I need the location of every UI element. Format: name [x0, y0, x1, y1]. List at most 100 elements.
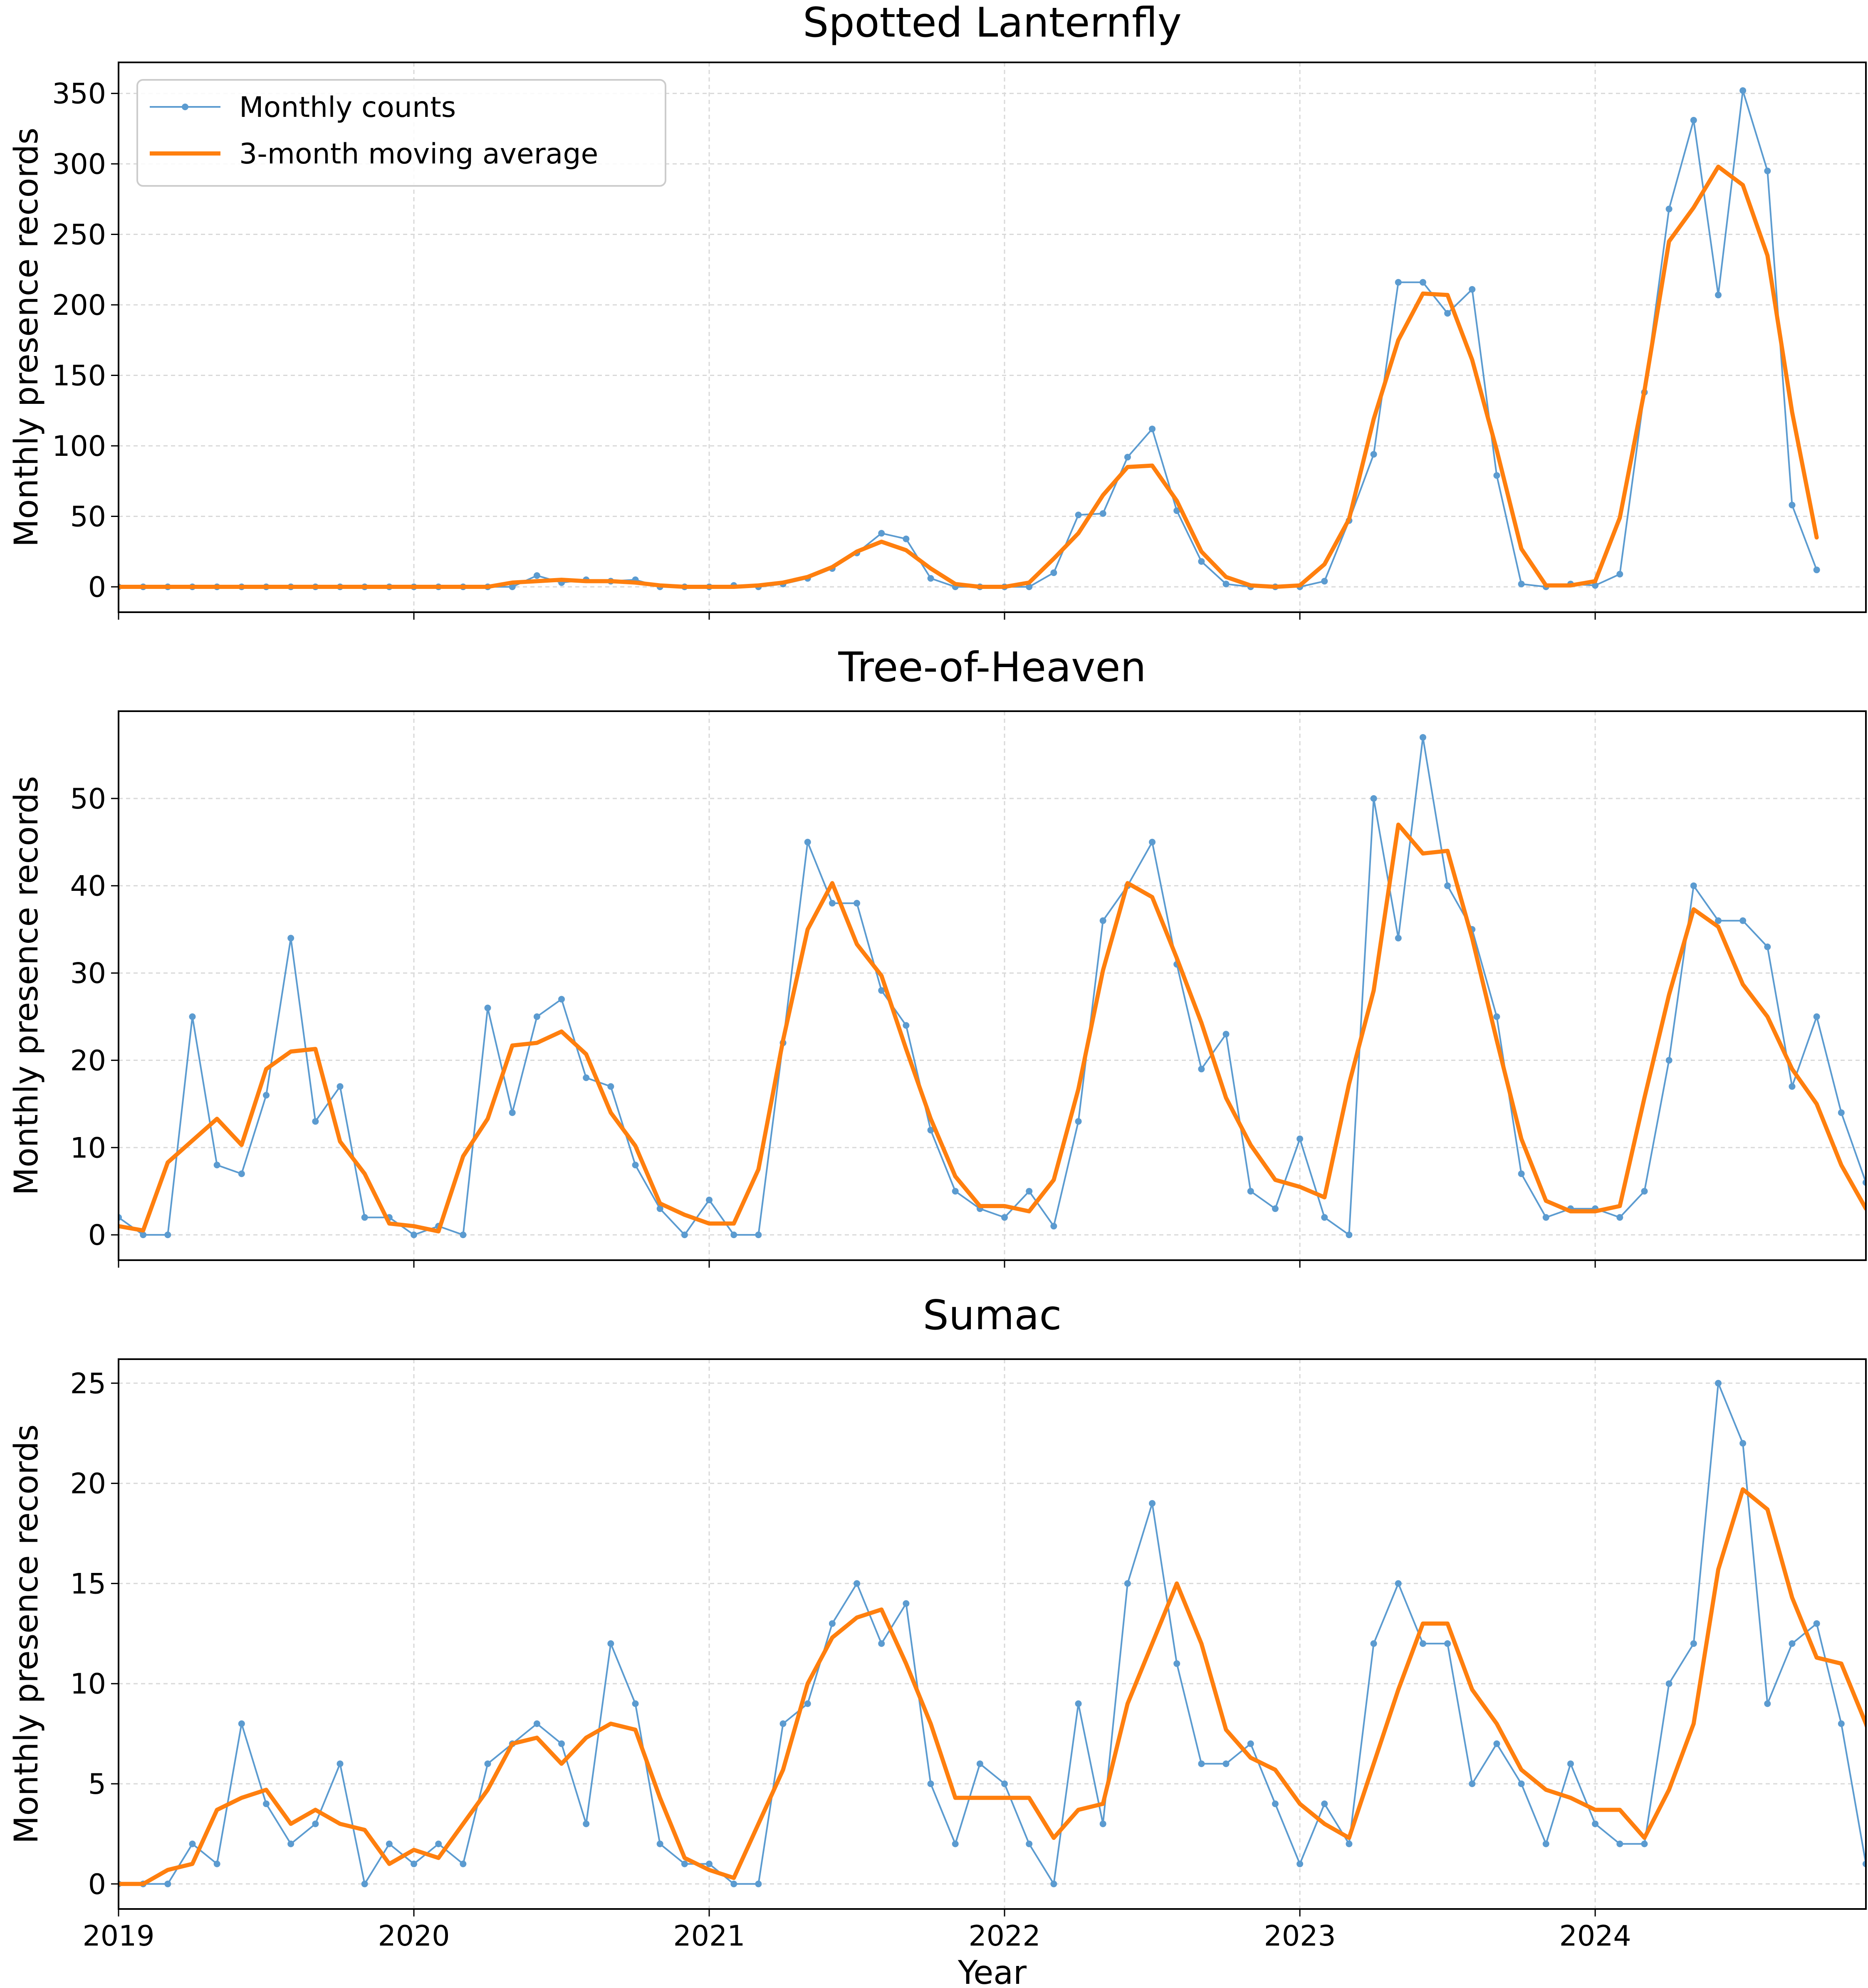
data-point-monthly-counts — [1149, 838, 1156, 846]
x-tick-label: 2021 — [673, 1920, 745, 1953]
data-point-monthly-counts — [804, 1700, 811, 1707]
data-point-monthly-counts — [656, 1205, 663, 1212]
y-tick-label: 250 — [52, 219, 106, 252]
data-point-monthly-counts — [1739, 917, 1747, 924]
legend-box — [136, 79, 666, 187]
data-point-monthly-counts — [312, 1820, 319, 1827]
data-point-monthly-counts — [1690, 1640, 1697, 1647]
y-tick-label: 15 — [70, 1568, 106, 1600]
data-point-monthly-counts — [632, 1162, 639, 1169]
data-point-monthly-counts — [730, 1231, 737, 1239]
data-point-monthly-counts — [1075, 1118, 1082, 1125]
data-point-monthly-counts — [213, 1860, 220, 1867]
y-tick-label: 100 — [52, 430, 106, 463]
data-point-monthly-counts — [1149, 1500, 1156, 1507]
plot-area — [119, 734, 1866, 1239]
plot-area — [119, 1380, 1866, 1887]
chart-title: Tree-of-Heaven — [838, 644, 1146, 691]
data-point-monthly-counts — [164, 1880, 171, 1887]
data-point-monthly-counts — [1321, 578, 1328, 585]
data-point-monthly-counts — [1665, 205, 1673, 213]
panel-tree-of-heaven: Tree-of-Heaven 0 10 20 30 40 50 Monthly presenc… — [8, 644, 1867, 1268]
y-tick-label: 10 — [70, 1132, 106, 1165]
plot-frame — [118, 710, 1867, 1261]
data-point-monthly-counts — [1198, 1066, 1205, 1073]
data-point-monthly-counts — [1026, 1840, 1033, 1847]
data-point-monthly-counts — [681, 1860, 688, 1867]
data-point-monthly-counts — [263, 1092, 270, 1099]
data-point-monthly-counts — [1050, 1223, 1057, 1230]
data-point-monthly-counts — [1370, 451, 1377, 458]
data-point-monthly-counts — [1665, 1057, 1673, 1064]
data-point-monthly-counts — [1395, 935, 1402, 942]
data-point-monthly-counts — [1444, 882, 1451, 889]
data-point-monthly-counts — [336, 1083, 344, 1090]
data-point-monthly-counts — [1715, 1380, 1722, 1387]
data-point-monthly-counts — [854, 1580, 861, 1587]
panel-sumac: Sumac 0 5 10 15 20 25 2019 2020 2021 2022 2023 2024 M… — [8, 1292, 1867, 1988]
data-point-monthly-counts — [1321, 1800, 1328, 1807]
y-tick-label: 10 — [70, 1668, 106, 1701]
data-point-monthly-counts — [1173, 1660, 1180, 1667]
data-point-monthly-counts — [1567, 1760, 1574, 1767]
y-tick-label: 30 — [70, 957, 106, 990]
data-point-monthly-counts — [1173, 507, 1180, 514]
series-line-moving-average — [119, 164, 1819, 589]
data-point-monthly-counts — [1838, 1720, 1845, 1727]
data-point-monthly-counts — [1469, 1780, 1476, 1787]
data-point-monthly-counts — [706, 1197, 713, 1204]
data-point-monthly-counts — [213, 1162, 220, 1169]
data-point-monthly-counts — [1370, 795, 1377, 802]
data-point-monthly-counts — [287, 1840, 294, 1847]
y-tick-label: 0 — [88, 1868, 106, 1901]
data-point-monthly-counts — [460, 1860, 467, 1867]
legend-marker-monthly-counts — [182, 104, 188, 110]
data-point-monthly-counts — [1296, 1135, 1304, 1142]
data-point-monthly-counts — [583, 1820, 590, 1827]
data-point-monthly-counts — [1813, 1013, 1820, 1020]
legend-label-monthly-counts: Monthly counts — [239, 91, 456, 124]
data-point-monthly-counts — [312, 1118, 319, 1125]
series-line-moving-average — [119, 1487, 1866, 1886]
data-point-monthly-counts — [164, 1231, 171, 1239]
data-point-monthly-counts — [706, 1860, 713, 1867]
data-point-monthly-counts — [1419, 279, 1426, 286]
data-point-monthly-counts — [1518, 581, 1525, 588]
data-point-monthly-counts — [927, 1780, 934, 1787]
data-point-monthly-counts — [1518, 1170, 1525, 1177]
data-point-monthly-counts — [755, 1231, 762, 1239]
data-point-monthly-counts — [411, 1231, 418, 1239]
data-point-monthly-counts — [829, 900, 836, 907]
data-point-monthly-counts — [1690, 882, 1697, 889]
y-tick-label: 50 — [70, 783, 106, 816]
data-point-monthly-counts — [1222, 1760, 1230, 1767]
data-point-monthly-counts — [533, 1720, 540, 1727]
data-point-monthly-counts — [1739, 1440, 1747, 1447]
data-point-monthly-counts — [1001, 1214, 1008, 1221]
data-point-monthly-counts — [1469, 286, 1476, 293]
data-point-monthly-counts — [1493, 472, 1500, 479]
data-point-monthly-counts — [1518, 1780, 1525, 1787]
data-point-monthly-counts — [1050, 569, 1057, 576]
data-point-monthly-counts — [632, 1700, 639, 1707]
data-point-monthly-counts — [1641, 1840, 1648, 1847]
data-point-monthly-counts — [1272, 1800, 1279, 1807]
data-point-monthly-counts — [878, 1640, 885, 1647]
data-point-monthly-counts — [1247, 1188, 1254, 1195]
y-tick-label: 300 — [52, 148, 106, 181]
y-axis-label: Monthly presence records — [8, 128, 45, 547]
data-point-monthly-counts — [1321, 1214, 1328, 1221]
data-point-monthly-counts — [238, 1170, 245, 1177]
data-point-monthly-counts — [1075, 512, 1082, 519]
data-point-monthly-counts — [1789, 1640, 1796, 1647]
data-point-monthly-counts — [1370, 1640, 1377, 1647]
series-line-moving-average — [119, 822, 1866, 1234]
data-point-monthly-counts — [878, 987, 885, 994]
data-point-monthly-counts — [583, 1074, 590, 1081]
data-point-monthly-counts — [238, 1720, 245, 1727]
data-point-monthly-counts — [1222, 1031, 1230, 1038]
data-point-monthly-counts — [1862, 1860, 1866, 1867]
data-point-monthly-counts — [681, 1231, 688, 1239]
series-line-monthly-counts — [119, 1382, 1866, 1885]
data-point-monthly-counts — [1813, 566, 1820, 574]
